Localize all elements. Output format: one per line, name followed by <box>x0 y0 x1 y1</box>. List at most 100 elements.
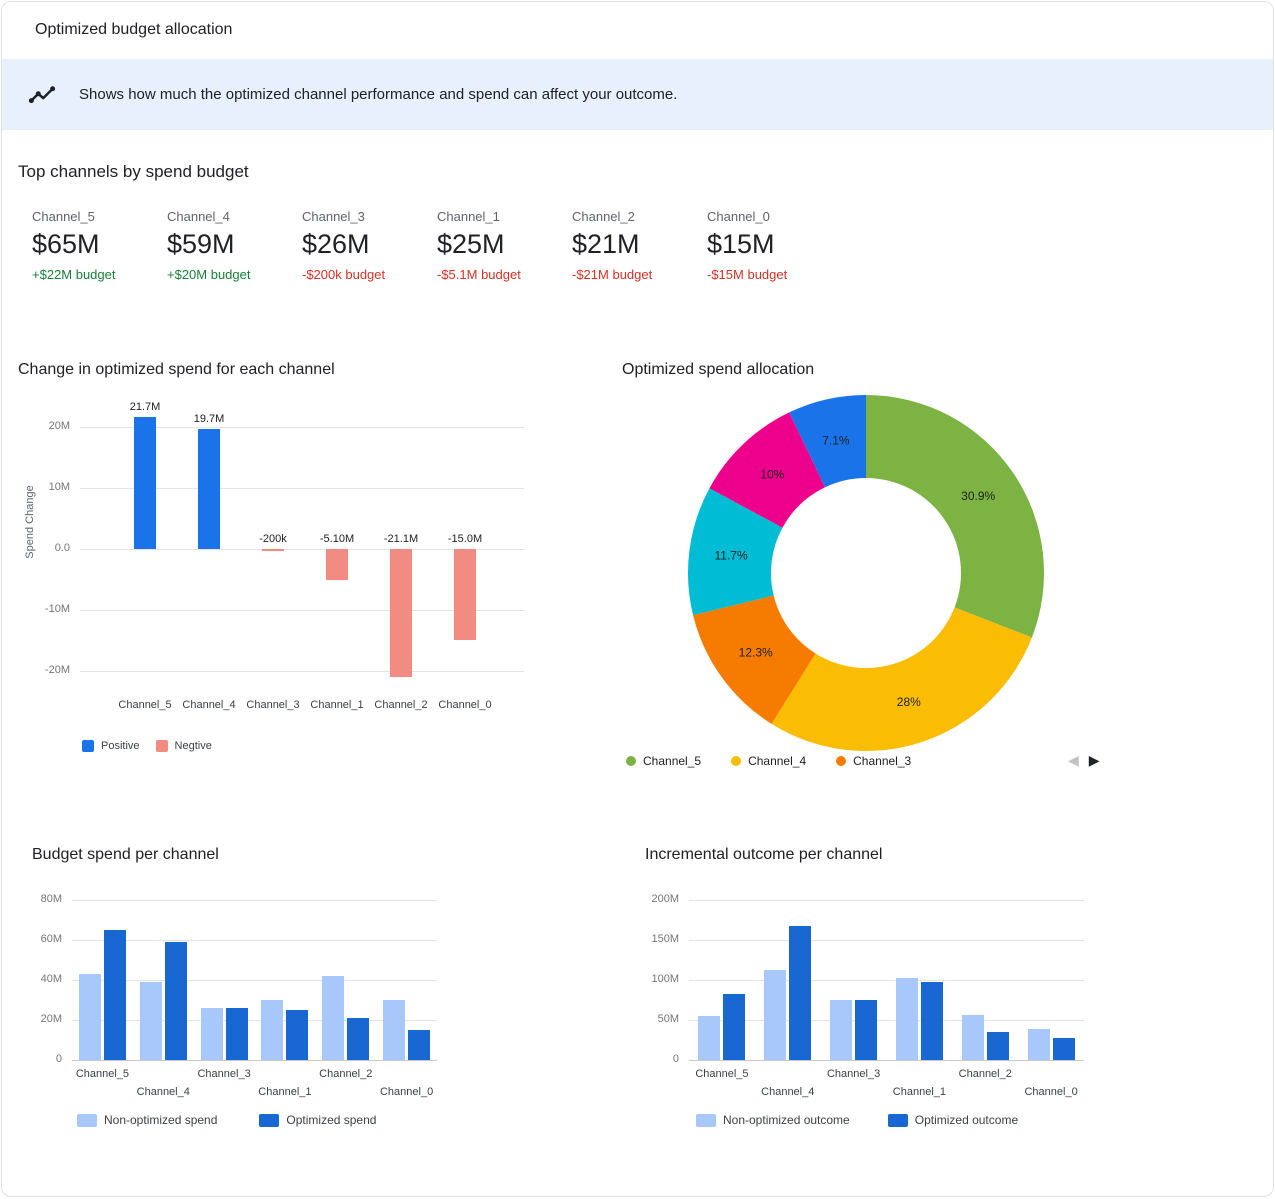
channel-card-channel_5: Channel_5 $65M +$22M budget <box>32 209 167 282</box>
x-axis-label: Channel_4 <box>761 1086 815 1098</box>
budget-spend-chart-title: Budget spend per channel <box>32 846 219 863</box>
bar-channel_5-non-optimized[interactable] <box>78 974 101 1060</box>
donut-slice-channel_4[interactable] <box>771 607 1032 752</box>
gridline <box>689 1060 1084 1061</box>
bar-channel_2-non-optimized[interactable] <box>961 1015 984 1060</box>
donut-percent-label: 30.9% <box>961 489 995 503</box>
channel-spend-value: $25M <box>437 229 505 259</box>
donut-percent-label: 7.1% <box>822 433 850 447</box>
donut-slice-pct-11.7[interactable] <box>687 488 783 616</box>
bar-channel_4[interactable] <box>198 429 220 549</box>
insights-icon <box>27 80 59 110</box>
gridline <box>689 1020 1084 1021</box>
legend-swatch <box>836 756 847 766</box>
x-axis-label: Channel_0 <box>379 1086 434 1098</box>
legend-item-optimized-spend: Optimized spend <box>259 1113 376 1127</box>
legend-prev-page-icon[interactable]: ◀ <box>1068 752 1079 768</box>
channel-name: Channel_1 <box>437 209 500 224</box>
channel-card-channel_1: Channel_1 $25M -$5.1M budget <box>437 209 572 282</box>
legend-swatch <box>626 756 636 766</box>
bar-channel_0-non-optimized[interactable] <box>383 1000 406 1060</box>
y-tick-label: 10M <box>48 481 70 494</box>
channel-card-channel_2: Channel_2 $21M -$21M budget <box>572 209 707 282</box>
budget-spend-chart: 0 20M 40M 60M 80M Channel_5 Channel_4 Channel_3… <box>41 892 437 1098</box>
bar-channel_3-non-optimized[interactable] <box>830 1000 853 1060</box>
bar-channel_2-optimized[interactable] <box>347 1018 370 1060</box>
legend-label: Non-optimized outcome <box>723 1113 850 1127</box>
x-axis-label: Channel_1 <box>258 1086 312 1098</box>
bar-channel_0-optimized[interactable] <box>1052 1038 1075 1060</box>
donut-legend-pager: ◀ ▶ <box>1068 752 1100 769</box>
y-tick-label: 0 <box>55 1053 62 1065</box>
y-tick-label: 200M <box>651 893 679 905</box>
bar-channel_1-optimized[interactable] <box>920 982 943 1060</box>
legend-next-page-icon[interactable]: ▶ <box>1088 752 1100 768</box>
legend-swatch <box>155 740 168 752</box>
info-banner: Shows how much the optimized channel per… <box>2 59 1273 130</box>
page-title: Optimized budget allocation <box>35 21 233 38</box>
budget-spend-legend: Non-optimized spend Optimized spend <box>77 1113 376 1127</box>
gridline <box>72 900 437 901</box>
spend-allocation-chart-title: Optimized spend allocation <box>622 361 815 378</box>
x-axis-label: Channel_0 <box>438 699 492 711</box>
bar-channel_4-optimized[interactable] <box>789 926 812 1060</box>
x-axis-label: Channel_4 <box>182 699 236 711</box>
legend-item-non-optimized-spend: Non-optimized spend <box>77 1113 217 1127</box>
x-axis-label: Channel_3 <box>246 699 300 711</box>
legend-swatch <box>82 740 94 752</box>
bar-channel_2-non-optimized[interactable] <box>322 976 345 1060</box>
legend-label: Negtive <box>174 740 212 752</box>
bar-channel_5-non-optimized[interactable] <box>698 1016 721 1060</box>
gridline <box>80 609 524 611</box>
x-axis-label: Channel_2 <box>374 699 428 711</box>
legend-swatch <box>77 1113 97 1127</box>
bar-value-label: -21.1M <box>383 532 419 545</box>
bar-channel_0[interactable] <box>454 548 476 641</box>
channel-spend-value: $59M <box>167 229 235 259</box>
x-axis-label: Channel_0 <box>1024 1086 1078 1098</box>
bar-channel_3-non-optimized[interactable] <box>200 1008 223 1060</box>
bar-channel_2-optimized[interactable] <box>986 1032 1009 1060</box>
donut-legend-item-channel-5: Channel_5 <box>626 754 701 768</box>
channel-card-channel_3: Channel_3 $26M -$200k budget <box>302 209 437 282</box>
channel-spend-value: $26M <box>302 229 370 259</box>
legend-label: Positive <box>101 740 140 752</box>
top-channels-row: Channel_5 $65M +$22M budget Channel_4 $59M +$… <box>32 209 842 282</box>
y-tick-label: 60M <box>40 933 62 945</box>
donut-slice-pct-10[interactable] <box>709 412 826 528</box>
incremental-outcome-legend: Non-optimized outcome Optimized outcome <box>696 1113 1018 1127</box>
bar-channel_1-non-optimized[interactable] <box>261 1000 284 1060</box>
donut-slice-pct-7.1[interactable] <box>789 395 866 488</box>
gridline <box>80 427 524 429</box>
bar-channel_5-optimized[interactable] <box>723 993 746 1060</box>
bar-channel_1-optimized[interactable] <box>286 1010 309 1060</box>
y-tick-label: -20M <box>44 663 70 676</box>
legend-swatch <box>731 756 742 766</box>
gridline <box>72 940 437 941</box>
bar-value-label: 19.7M <box>193 413 225 426</box>
bar-channel_4-non-optimized[interactable] <box>139 982 162 1060</box>
donut-percent-label: 10% <box>760 467 784 481</box>
bar-channel_3-optimized[interactable] <box>855 1000 878 1060</box>
x-axis-label: Channel_2 <box>319 1068 373 1080</box>
bar-channel_0-optimized[interactable] <box>408 1030 431 1060</box>
donut-slice-channel_5[interactable] <box>866 395 1045 638</box>
bar-channel_0-non-optimized[interactable] <box>1027 1028 1050 1060</box>
bar-value-label: -5.10M <box>319 532 355 545</box>
bar-channel_2[interactable] <box>390 548 412 678</box>
gridline <box>689 900 1084 901</box>
bar-channel_3-optimized[interactable] <box>225 1008 248 1060</box>
donut-percent-label: 11.7% <box>715 549 748 563</box>
bar-channel_1-non-optimized[interactable] <box>895 978 918 1060</box>
channel-card-channel_4: Channel_4 $59M +$20M budget <box>167 209 302 282</box>
bar-channel_1[interactable] <box>326 548 348 581</box>
bar-channel_5-optimized[interactable] <box>103 930 126 1060</box>
bar-channel_5[interactable] <box>134 416 156 549</box>
bar-channel_3[interactable] <box>262 548 284 551</box>
bar-channel_4-optimized[interactable] <box>164 942 187 1060</box>
bar-channel_4-non-optimized[interactable] <box>764 970 787 1060</box>
gridline <box>80 488 524 490</box>
y-tick-label: 40M <box>40 973 62 985</box>
channel-budget-delta: -$21M budget <box>572 267 653 282</box>
donut-slice-channel_3[interactable] <box>693 595 816 724</box>
